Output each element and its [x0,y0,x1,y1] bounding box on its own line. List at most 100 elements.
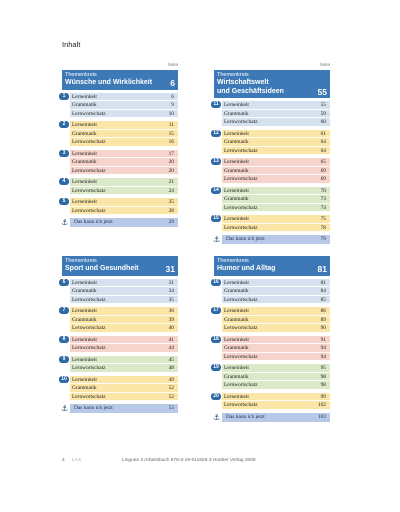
unit-row-label: Lerneinheit [224,365,249,371]
unit-row[interactable]: Grammatik 15 [70,129,178,138]
themenkreis-page: 31 [165,264,175,274]
unit-row[interactable]: Lerneinheit 61 [222,129,330,138]
unit-row[interactable]: Lerneinheit 21 [70,178,178,187]
unit-row[interactable]: Lerneinheit 86 [222,307,330,316]
kann-ich-label: Das kann ich jetzt [226,413,265,420]
unit-row-page: 25 [168,199,174,205]
unit-row[interactable]: Lerneinheit 6 [70,92,178,101]
unit-row-label: Lerneinheit [72,336,97,343]
unit-row[interactable]: Lerneinheit 25 [70,198,178,207]
unit-number-badge: 5 [59,198,69,205]
unit-row[interactable]: Lernwortschatz 35 [70,295,178,304]
unit-row-label: Grammatik [224,110,249,117]
unit-row[interactable]: Lerneinheit 45 [70,355,178,364]
unit-row-label: Grammatik [224,139,249,145]
unit-row[interactable]: Lernwortschatz 78 [222,223,330,232]
block-header: Themenkreis Humor und Alltag 81 [214,256,330,276]
kann-ich-row[interactable]: ⚓ Das kann ich jetzt 29 [61,218,178,227]
unit-row[interactable]: Lerneinheit 41 [70,335,178,344]
unit-row[interactable]: Grammatik 9 [70,101,178,110]
unit-row[interactable]: Lerneinheit 99 [222,392,330,401]
unit-row[interactable]: Lernwortschatz 74 [222,203,330,212]
unit-row[interactable]: Lernwortschatz 10 [70,109,178,118]
unit-row[interactable]: Lernwortschatz 60 [222,118,330,127]
unit-row-page: 59 [320,110,326,117]
unit-row[interactable]: Lernwortschatz 28 [70,206,178,215]
unit-row[interactable]: Lernwortschatz 44 [70,344,178,353]
unit-row[interactable]: Grammatik 94 [222,344,330,353]
unit-row[interactable]: Lernwortschatz 24 [70,186,178,195]
unit-row[interactable]: Lerneinheit 81 [222,278,330,287]
unit-row[interactable]: Lerneinheit 11 [70,121,178,130]
unit-row-page: 69 [320,167,326,174]
unit-row[interactable]: Lernwortschatz 40 [70,324,178,333]
unit-row[interactable]: Lerneinheit 95 [222,364,330,373]
unit-row[interactable]: Grammatik 69 [222,166,330,175]
unit-row-page: 60 [320,119,326,125]
unit-row[interactable]: Lernwortschatz 85 [222,295,330,304]
unit-row-page: 94 [320,345,326,351]
unit-entry: 7 Lerneinheit 36 Grammatik 39 Lernwortschatz 4… [59,307,178,333]
unit-row[interactable]: Lernwortschatz 16 [70,138,178,147]
unit-row-page: 48 [168,365,174,371]
unit-row[interactable]: Lerneinheit 65 [222,158,330,167]
unit-row-label: Lernwortschatz [72,207,106,214]
unit-row-label: Grammatik [224,345,249,351]
unit-row[interactable]: Grammatik 89 [222,315,330,324]
unit-entry: 3 Lerneinheit 17 Grammatik 20 Lernwortschatz 2… [59,149,178,175]
unit-row[interactable]: Lernwortschatz 69 [222,175,330,184]
unit-row[interactable]: Lerneinheit 36 [70,307,178,316]
unit-number-badge: 12 [211,129,221,137]
unit-row[interactable]: Lernwortschatz 102 [222,401,330,410]
unit-row[interactable]: Grammatik 34 [70,287,178,296]
unit-row[interactable]: Lerneinheit 75 [222,215,330,224]
kann-ich-row[interactable]: ⚓ Das kann ich jetzt 103 [213,412,330,422]
unit-row[interactable]: Grammatik 98 [222,372,330,381]
themenkreis-block: Themenkreis Humor und Alltag 81 16 Lernei… [211,256,330,422]
themenkreis-title: Wirtschaftswelt [217,79,269,86]
anchor-icon: ⚓ [61,404,69,413]
unit-row[interactable]: Lernwortschatz 98 [222,381,330,390]
unit-row-page: 6 [171,93,174,100]
unit-row[interactable]: Lernwortschatz 48 [70,364,178,373]
unit-number-badge: 19 [211,364,221,371]
kann-ich-row[interactable]: ⚓ Das kann ich jetzt 53 [61,404,178,413]
unit-number-badge: 1 [59,92,69,100]
themenkreis-page: 81 [317,264,327,274]
kann-ich-row[interactable]: ⚓ Das kann ich jetzt 79 [213,235,330,244]
unit-row-label: Lerneinheit [72,308,97,314]
unit-row[interactable]: Grammatik 64 [222,138,330,147]
unit-row[interactable]: Lerneinheit 31 [70,278,178,287]
unit-row[interactable]: Lernwortschatz 52 [70,392,178,401]
unit-list: 1 Lerneinheit 6 Grammatik 9 Lernwortschatz 10 2… [59,92,178,215]
unit-row[interactable]: Lerneinheit 17 [70,149,178,158]
unit-number-badge: 10 [59,375,69,383]
unit-row[interactable]: Lernwortschatz 90 [222,324,330,333]
unit-row[interactable]: Lerneinheit 55 [222,101,330,110]
unit-row[interactable]: Grammatik 39 [70,315,178,324]
unit-row[interactable]: Lernwortschatz 94 [222,352,330,361]
unit-row-page: 49 [168,376,174,383]
unit-row[interactable]: Grammatik 59 [222,109,330,118]
unit-entry: 13 Lerneinheit 65 Grammatik 69 Lernwortschatz… [211,158,330,184]
unit-row[interactable]: Lerneinheit 70 [222,186,330,195]
unit-row[interactable]: Lernwortschatz 64 [222,146,330,155]
unit-row[interactable]: Grammatik 20 [70,158,178,167]
unit-row-page: 98 [320,382,326,388]
unit-row-label: Lernwortschatz [224,296,258,303]
unit-row[interactable]: Lerneinheit 91 [222,335,330,344]
unit-entry: 18 Lerneinheit 91 Grammatik 94 Lernwortschatz… [211,335,330,361]
unit-row[interactable]: Grammatik 73 [222,195,330,204]
unit-row[interactable]: Grammatik 52 [70,384,178,393]
unit-row-page: 99 [320,393,326,400]
unit-row[interactable]: Grammatik 84 [222,287,330,296]
unit-row-label: Lernwortschatz [72,110,106,117]
unit-row-label: Grammatik [224,288,249,294]
kann-ich-page: 53 [168,405,174,411]
unit-row[interactable]: Lerneinheit 49 [70,375,178,384]
unit-row-page: 94 [320,353,326,360]
unit-row-page: 52 [168,393,174,400]
unit-row-page: 75 [320,216,326,222]
unit-row-label: Lernwortschatz [224,176,258,182]
unit-row[interactable]: Lernwortschatz 20 [70,166,178,175]
